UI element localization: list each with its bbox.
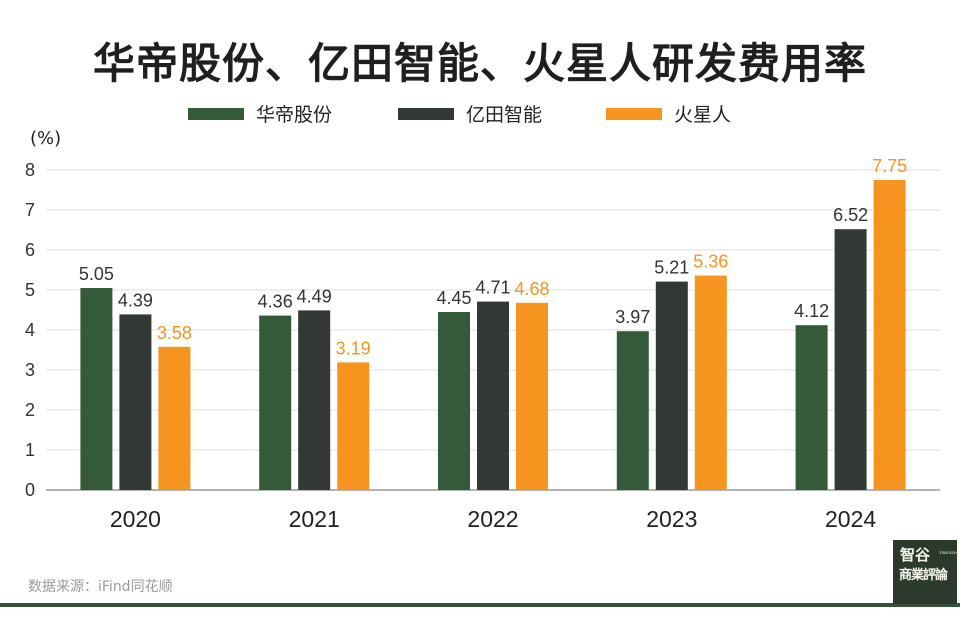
x-tick-label: 2020	[110, 506, 161, 532]
bar	[119, 314, 152, 490]
brand-logo: 智谷 TRENDS 商業評論	[893, 540, 959, 604]
bar	[438, 312, 470, 490]
logo-tag: TRENDS	[939, 550, 959, 555]
data-source: 数据来源：iFind同花顺	[28, 579, 173, 595]
chart-title: 华帝股份、亿田智能、火星人研发费用率	[92, 39, 867, 88]
bar	[337, 362, 370, 490]
y-tick-label: 4	[25, 320, 35, 340]
bar	[158, 346, 191, 490]
legend-swatch-marssenger	[606, 107, 662, 120]
data-label: 4.49	[297, 286, 332, 306]
bar	[655, 281, 688, 490]
data-label: 5.36	[693, 252, 728, 272]
y-tick-label: 7	[25, 200, 35, 220]
bar	[80, 288, 113, 490]
legend-label-yitian: 亿田智能	[466, 104, 543, 126]
x-tick-label: 2022	[467, 506, 518, 532]
bar	[873, 180, 906, 490]
bar	[616, 331, 649, 490]
data-label: 4.71	[475, 278, 510, 298]
y-tick-label: 6	[25, 240, 35, 260]
x-tick-label: 2023	[646, 506, 697, 532]
y-tick-label: 8	[25, 160, 35, 180]
data-label: 3.58	[157, 323, 192, 343]
data-label: 4.68	[514, 279, 549, 299]
bar	[834, 229, 867, 490]
data-label: 7.75	[872, 156, 907, 176]
data-label: 5.21	[654, 258, 689, 278]
data-label: 4.36	[258, 292, 293, 312]
data-label: 3.97	[615, 307, 650, 327]
data-label: 4.12	[794, 301, 829, 321]
bar	[477, 301, 509, 490]
y-axis-unit: (%)	[30, 128, 62, 149]
y-tick-label: 0	[25, 480, 35, 500]
legend: 华帝股份 亿田智能 火星人	[0, 100, 960, 126]
bar	[259, 315, 292, 490]
y-tick-label: 1	[25, 440, 35, 460]
logo-text-line1: 智谷	[900, 546, 931, 564]
legend-item-yitian: 亿田智能	[398, 100, 542, 127]
x-tick-label: 2024	[825, 506, 876, 532]
legend-label-huadi: 华帝股份	[256, 104, 333, 126]
logo-text-line2: 商業評論	[899, 568, 948, 583]
y-tick-label: 3	[25, 360, 35, 380]
bottom-divider	[0, 603, 960, 607]
legend-swatch-huadi	[188, 107, 244, 120]
bar	[298, 310, 331, 490]
legend-label-marssenger: 火星人	[674, 104, 732, 126]
legend-swatch-yitian	[398, 107, 454, 120]
legend-item-marssenger: 火星人	[606, 100, 731, 127]
data-label: 4.45	[436, 288, 471, 308]
data-label: 6.52	[833, 205, 868, 225]
bar	[694, 275, 727, 490]
bar	[516, 302, 548, 490]
x-tick-label: 2021	[289, 506, 340, 532]
bar	[795, 325, 828, 490]
data-label: 4.39	[118, 290, 153, 310]
legend-item-huadi: 华帝股份	[188, 100, 332, 127]
y-tick-label: 2	[25, 400, 35, 420]
data-label: 5.05	[79, 264, 114, 284]
data-label: 3.19	[336, 338, 371, 358]
y-tick-label: 5	[25, 280, 35, 300]
